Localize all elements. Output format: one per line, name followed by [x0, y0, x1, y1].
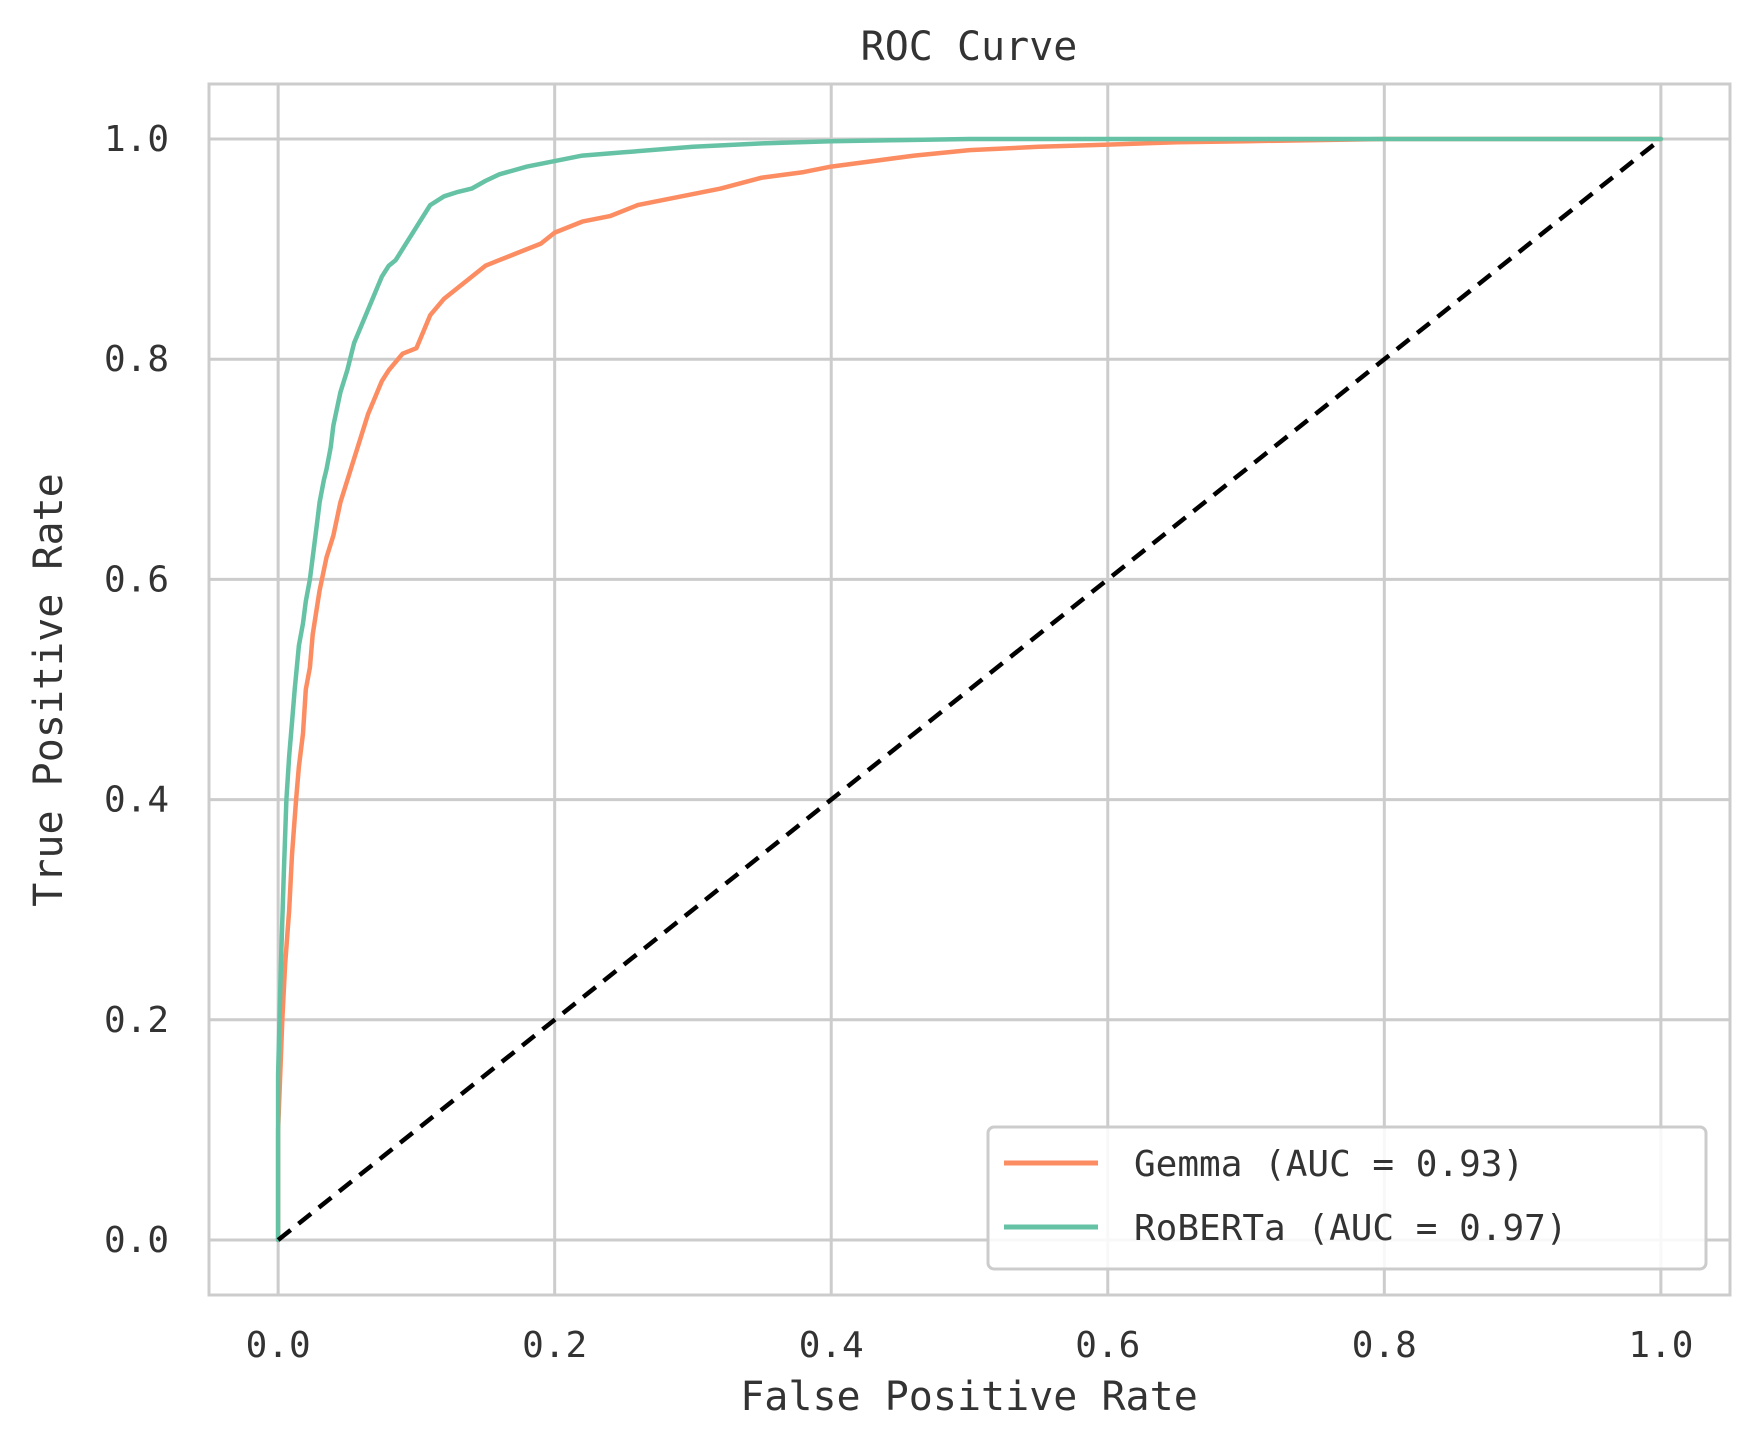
legend-box	[986, 1125, 1708, 1271]
series-line-gemma	[275, 136, 1664, 1243]
y-tick-label: 1.0	[104, 119, 169, 160]
plot-frame	[207, 82, 1732, 1297]
series-lines	[275, 136, 1664, 1243]
legend-label-gemma: Gemma (AUC = 0.93)	[1134, 1144, 1524, 1185]
x-tick-label: 0.8	[1352, 1325, 1417, 1366]
x-tick-label: 0.4	[799, 1325, 864, 1366]
series-line-roberta	[275, 136, 1664, 1243]
y-tick-label: 0.0	[104, 1220, 169, 1261]
legend: Gemma (AUC = 0.93) RoBERTa (AUC = 0.97)	[986, 1125, 1708, 1271]
y-tick-label: 0.6	[104, 559, 169, 600]
x-tick-label: 0.0	[246, 1325, 311, 1366]
y-tick-label: 0.4	[104, 780, 169, 821]
grid	[209, 84, 1730, 1295]
y-tick-label: 0.8	[104, 339, 169, 380]
x-axis-label: False Positive Rate	[740, 1374, 1198, 1420]
x-tick-label: 0.2	[522, 1325, 587, 1366]
legend-label-roberta: RoBERTa (AUC = 0.97)	[1134, 1208, 1567, 1249]
chart-title: ROC Curve	[861, 24, 1078, 70]
chance-diagonal-line	[276, 137, 1663, 1242]
y-axis-label: True Positive Rate	[26, 473, 72, 906]
tick-labels: 0.0 0.2 0.4 0.6 0.8 1.0 0.0 0.2 0.4 0.6 0.8 1.0	[104, 119, 1693, 1366]
y-tick-label: 0.2	[104, 1000, 169, 1041]
x-tick-label: 1.0	[1628, 1325, 1693, 1366]
x-tick-label: 0.6	[1075, 1325, 1140, 1366]
